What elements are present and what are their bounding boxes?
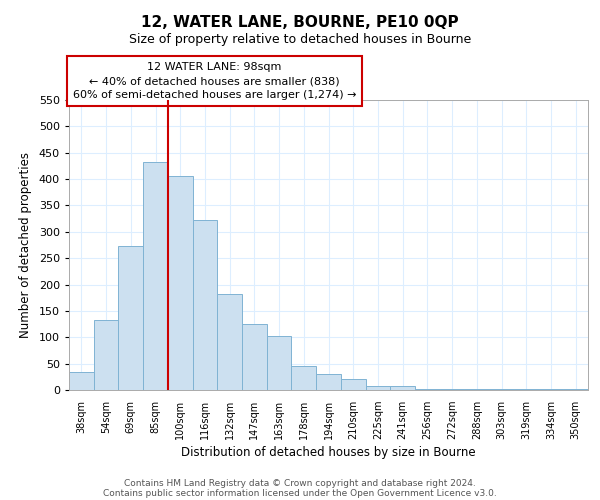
Bar (168, 176, 193, 390)
Bar (217, 294, 242, 390)
Bar (365, 386, 390, 390)
Bar (341, 380, 365, 390)
Bar (143, 162, 168, 390)
Bar (193, 220, 217, 390)
Bar (415, 389, 440, 390)
Bar (390, 386, 415, 390)
Bar (242, 324, 267, 390)
Bar (267, 336, 292, 390)
Bar (94, 320, 118, 390)
Text: Contains public sector information licensed under the Open Government Licence v3: Contains public sector information licen… (103, 488, 497, 498)
Y-axis label: Number of detached properties: Number of detached properties (19, 152, 32, 338)
X-axis label: Distribution of detached houses by size in Bourne: Distribution of detached houses by size … (181, 446, 476, 459)
Text: Size of property relative to detached houses in Bourne: Size of property relative to detached ho… (129, 32, 471, 46)
Bar (316, 374, 341, 390)
Bar (563, 389, 588, 390)
Bar (440, 389, 464, 390)
Bar (69, 372, 94, 390)
Text: Contains HM Land Registry data © Crown copyright and database right 2024.: Contains HM Land Registry data © Crown c… (124, 478, 476, 488)
Bar (118, 246, 143, 390)
Bar (292, 366, 316, 390)
Text: 12 WATER LANE: 98sqm
← 40% of detached houses are smaller (838)
60% of semi-deta: 12 WATER LANE: 98sqm ← 40% of detached h… (73, 62, 356, 100)
Text: 12, WATER LANE, BOURNE, PE10 0QP: 12, WATER LANE, BOURNE, PE10 0QP (141, 15, 459, 30)
